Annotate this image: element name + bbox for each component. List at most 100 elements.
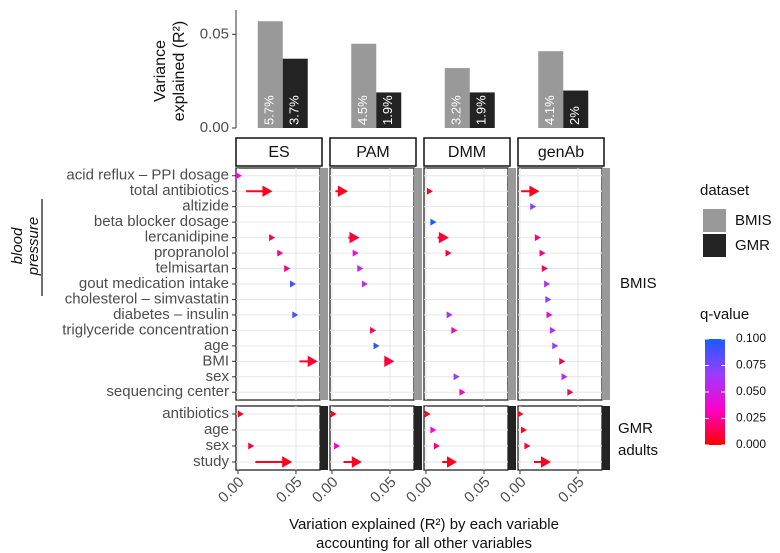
arrow [442,456,457,468]
legend-label: GMR [735,237,770,254]
bar-value-label: 4.1% [542,95,557,125]
point [430,426,437,434]
row-strip [320,406,328,470]
point [370,326,377,334]
point [541,265,548,273]
y-tick-label: propranolol [154,244,229,261]
arrow [437,231,449,244]
bar [282,58,308,129]
point [248,442,255,450]
x-tick-label: 0.00 [309,474,342,507]
point [530,203,537,211]
facet-label: DMM [448,144,486,161]
point [426,187,433,195]
point [277,249,284,257]
point [446,311,453,319]
row-strip [320,168,328,400]
bar [469,92,495,128]
y-tick-label: total antibiotics [130,182,229,199]
point [561,373,568,381]
legend-title: q-value [700,306,749,323]
panel [235,405,321,471]
y-tick-label: telmisartan [156,260,229,277]
row-strip [508,406,516,470]
arrow [255,456,293,468]
legend-title: dataset [700,182,750,199]
row-label: BMIS [620,275,657,292]
y-tick-label: sequencing center [106,383,229,400]
color-tick-label: 0.075 [736,358,766,372]
panel [517,405,603,471]
point [517,410,524,418]
facet-label: genAb [538,144,584,161]
facet-strip [329,137,417,167]
x-tick-label: 0.05 [273,474,306,507]
bar [563,90,589,128]
bar [538,51,564,129]
x-tick-label: 0.00 [403,474,436,507]
row-strip [414,168,422,400]
bar-value-label: 1.9% [380,95,395,125]
arrow [299,355,318,368]
y-axis-title: Variance explained (R²) [152,20,188,122]
point [544,280,551,288]
group-annotation: blood pressure [9,216,42,276]
facet-label: PAM [356,144,389,161]
bar-value-label: 4.5% [355,95,370,125]
point [546,311,553,319]
point [357,265,364,273]
legend-swatch [703,234,726,257]
facet-label: ES [268,144,289,161]
panel [329,405,415,471]
point [292,311,299,319]
y-tick-label: antibiotics [162,405,229,422]
point [539,249,546,257]
facet-strip [517,137,605,167]
point [524,442,531,450]
arrow [384,355,395,368]
bar [351,43,377,128]
point [445,249,452,257]
bar [257,21,283,128]
row-strip [602,168,610,400]
point [235,172,242,180]
y-tick-label: cholesterol – simvastatin [65,290,229,307]
arrow [246,185,273,197]
arrow [348,231,360,244]
x-tick-label: 0.05 [555,474,588,507]
point [459,388,466,396]
point [289,280,296,288]
panel [423,405,509,471]
color-tick-label: 0.000 [736,437,766,451]
bar-value-label: 5.7% [262,95,277,125]
point [534,234,541,242]
y-tick-label: diabetes – insulin [113,306,229,323]
arrow [335,185,348,197]
x-tick-label: 0.00 [497,474,530,507]
color-tick-label: 0.025 [736,411,766,425]
y-tick-label: sex [206,437,230,454]
point [284,265,291,273]
y-tick-label: gout medication intake [79,275,229,292]
point [520,426,527,434]
y-tick-label: beta blocker dosage [94,213,229,230]
point [352,249,359,257]
y-tick-label: acid reflux – PPI dosage [66,167,229,184]
y-tick-label: sex [206,368,230,385]
point [567,388,574,396]
color-tick-label: 0.100 [736,331,766,345]
row-strip [414,406,422,470]
arrow [521,185,540,197]
bar-value-label: 3.2% [449,95,464,125]
bar [376,92,402,128]
y-tick-label: lercanidipine [145,229,229,246]
point [430,218,437,226]
x-tick-label: 0.05 [367,474,400,507]
point [361,280,368,288]
legend-label: BMIS [735,212,772,229]
bar-value-label: 3.7% [287,95,302,125]
facet-strip [423,137,511,167]
y-tick-label: age [204,337,229,354]
x-tick-label: 0.05 [461,474,494,507]
